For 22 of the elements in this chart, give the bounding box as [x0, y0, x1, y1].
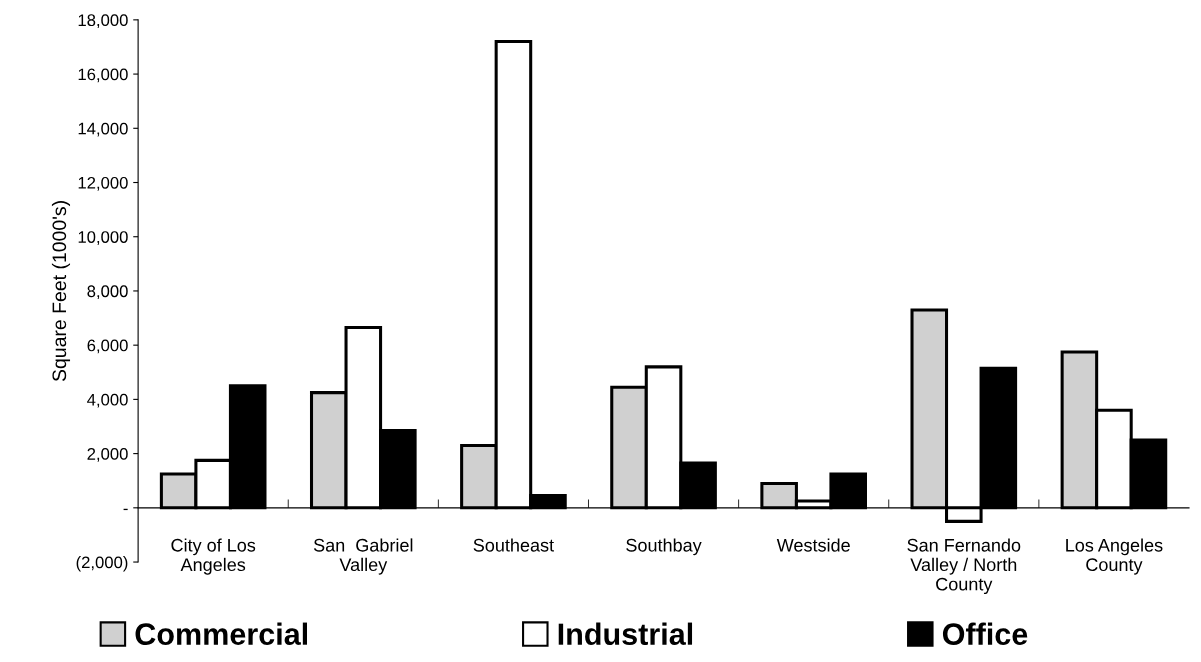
legend-label: Industrial: [558, 622, 693, 646]
y-tick-label: 12,000: [78, 176, 128, 191]
y-tick-label: 10,000: [78, 231, 128, 245]
x-tick-label: San Gabriel Valley: [313, 538, 413, 575]
y-tick-label: 4,000: [87, 393, 128, 408]
y-tick-label: 2,000: [87, 448, 128, 462]
y-tick-label: -: [123, 508, 128, 511]
y-tick-label: 6,000: [87, 339, 128, 354]
x-tick-label: City of Los Angeles: [171, 538, 256, 575]
x-tick-label: San Fernando Valley / North County: [907, 538, 1021, 595]
x-tick-label: Westside: [776, 538, 850, 552]
y-tick-label: 18,000: [78, 14, 128, 29]
x-tick-label: Southeast: [473, 538, 554, 552]
y-tick-label: 16,000: [78, 68, 128, 83]
legend-label: Commercial: [135, 622, 308, 646]
x-tick-label: Los Angeles County: [1066, 538, 1163, 575]
y-tick-label: 14,000: [78, 122, 128, 137]
legend-label: Office: [942, 622, 1028, 646]
y-axis-title: Square Feet (1000's): [51, 201, 71, 382]
y-tick-label: 8,000: [87, 285, 128, 300]
x-tick-label: Southbay: [626, 538, 702, 556]
y-tick-label: (2,000): [76, 556, 128, 572]
